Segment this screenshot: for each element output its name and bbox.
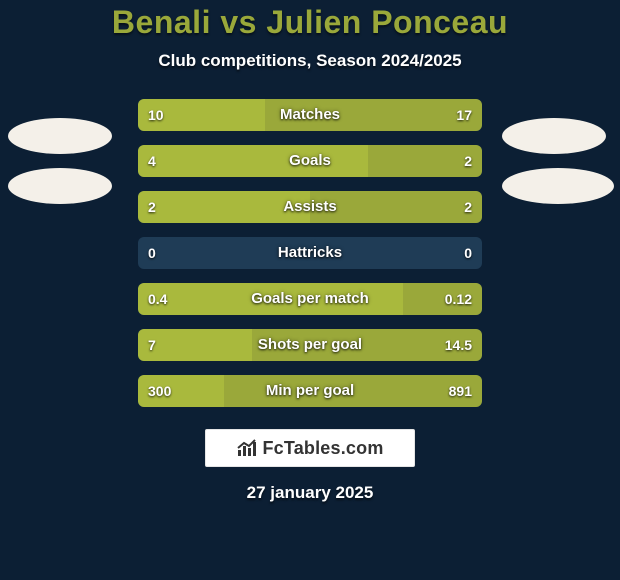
stat-label: Hattricks	[138, 237, 482, 269]
stat-label: Goals per match	[138, 283, 482, 315]
card-title: Benali vs Julien Ponceau	[0, 4, 620, 41]
stat-row: 00Hattricks	[138, 237, 482, 269]
chart-icon	[236, 438, 258, 458]
stat-row: 42Goals	[138, 145, 482, 177]
stat-row: 0.40.12Goals per match	[138, 283, 482, 315]
avatar-shape	[8, 118, 112, 154]
stat-row: 714.5Shots per goal	[138, 329, 482, 361]
stat-label: Min per goal	[138, 375, 482, 407]
brand-text: FcTables.com	[262, 438, 383, 459]
avatar-left	[8, 118, 118, 218]
stat-label: Matches	[138, 99, 482, 131]
stat-row: 1017Matches	[138, 99, 482, 131]
card-subtitle: Club competitions, Season 2024/2025	[0, 51, 620, 71]
stat-label: Assists	[138, 191, 482, 223]
brand-badge: FcTables.com	[205, 429, 415, 467]
avatar-shape	[502, 168, 614, 204]
comparison-card: Benali vs Julien Ponceau Club competitio…	[0, 0, 620, 580]
footer-date: 27 january 2025	[0, 483, 620, 503]
avatar-right	[502, 118, 612, 218]
stat-label: Shots per goal	[138, 329, 482, 361]
stat-label: Goals	[138, 145, 482, 177]
avatar-shape	[502, 118, 606, 154]
stat-row: 22Assists	[138, 191, 482, 223]
stat-row: 300891Min per goal	[138, 375, 482, 407]
stat-bars: 1017Matches 42Goals 22Assists 00Hattricks 0.…	[138, 99, 482, 407]
avatar-shape	[8, 168, 112, 204]
